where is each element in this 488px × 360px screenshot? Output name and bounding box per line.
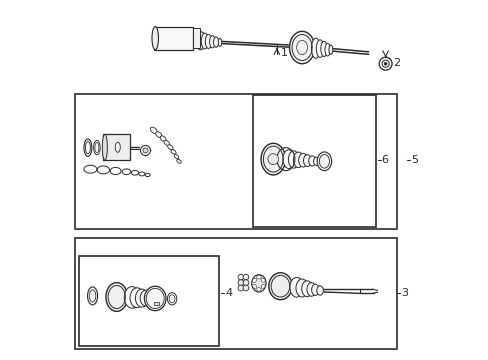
- Ellipse shape: [289, 31, 314, 64]
- Ellipse shape: [256, 288, 261, 291]
- Ellipse shape: [283, 150, 294, 168]
- Ellipse shape: [150, 127, 157, 134]
- Ellipse shape: [209, 36, 215, 48]
- Ellipse shape: [167, 145, 173, 150]
- Ellipse shape: [261, 278, 264, 282]
- Text: 6: 6: [381, 155, 387, 165]
- Ellipse shape: [84, 139, 92, 156]
- Circle shape: [142, 148, 148, 153]
- Ellipse shape: [303, 154, 311, 166]
- Ellipse shape: [171, 150, 176, 154]
- Ellipse shape: [160, 136, 166, 141]
- Ellipse shape: [325, 43, 330, 56]
- Bar: [103, 134, 130, 160]
- Text: 1: 1: [280, 48, 287, 58]
- Circle shape: [243, 274, 248, 280]
- Text: 3: 3: [400, 288, 407, 298]
- Ellipse shape: [94, 140, 100, 155]
- Ellipse shape: [218, 39, 222, 46]
- Ellipse shape: [298, 153, 307, 167]
- Ellipse shape: [256, 275, 261, 279]
- Bar: [253, 95, 375, 227]
- Bar: [153, 27, 193, 50]
- Ellipse shape: [311, 284, 319, 295]
- Ellipse shape: [316, 40, 323, 57]
- Ellipse shape: [252, 278, 256, 282]
- Circle shape: [243, 280, 248, 285]
- Ellipse shape: [115, 142, 120, 152]
- Circle shape: [238, 280, 244, 285]
- Ellipse shape: [87, 287, 98, 305]
- Ellipse shape: [308, 156, 315, 166]
- Circle shape: [378, 57, 391, 70]
- Bar: [193, 28, 200, 48]
- Ellipse shape: [311, 38, 320, 58]
- Ellipse shape: [130, 288, 144, 307]
- Ellipse shape: [144, 286, 166, 311]
- Text: 5: 5: [410, 155, 417, 165]
- Ellipse shape: [177, 159, 181, 163]
- Circle shape: [238, 274, 244, 280]
- Ellipse shape: [293, 152, 303, 167]
- Circle shape: [243, 285, 248, 291]
- Text: 2: 2: [392, 58, 399, 68]
- Circle shape: [267, 154, 278, 165]
- Ellipse shape: [295, 279, 307, 297]
- Ellipse shape: [252, 284, 256, 288]
- Bar: [154, 302, 159, 305]
- Ellipse shape: [155, 132, 162, 138]
- Ellipse shape: [135, 289, 148, 307]
- Ellipse shape: [328, 45, 332, 54]
- Ellipse shape: [301, 281, 312, 297]
- Ellipse shape: [124, 287, 140, 308]
- Ellipse shape: [174, 154, 179, 159]
- Ellipse shape: [316, 286, 323, 295]
- Ellipse shape: [261, 284, 264, 288]
- Circle shape: [140, 145, 150, 156]
- Ellipse shape: [106, 283, 127, 311]
- Bar: [79, 256, 219, 346]
- Ellipse shape: [201, 33, 208, 49]
- Ellipse shape: [306, 283, 315, 296]
- Ellipse shape: [140, 290, 151, 306]
- Ellipse shape: [313, 157, 319, 165]
- Ellipse shape: [320, 41, 326, 57]
- Ellipse shape: [167, 293, 177, 305]
- Ellipse shape: [213, 37, 218, 48]
- Ellipse shape: [152, 27, 158, 50]
- Ellipse shape: [195, 32, 205, 50]
- Ellipse shape: [102, 134, 107, 160]
- Bar: [75, 94, 397, 229]
- Ellipse shape: [163, 140, 169, 145]
- Ellipse shape: [205, 34, 211, 48]
- Circle shape: [238, 285, 244, 291]
- Ellipse shape: [251, 275, 265, 292]
- Ellipse shape: [317, 152, 331, 171]
- Text: 4: 4: [225, 288, 232, 298]
- Ellipse shape: [289, 277, 303, 297]
- Circle shape: [384, 62, 386, 65]
- Bar: [75, 238, 397, 349]
- Ellipse shape: [268, 273, 292, 300]
- Ellipse shape: [144, 292, 155, 305]
- Ellipse shape: [288, 151, 299, 168]
- Ellipse shape: [261, 143, 285, 175]
